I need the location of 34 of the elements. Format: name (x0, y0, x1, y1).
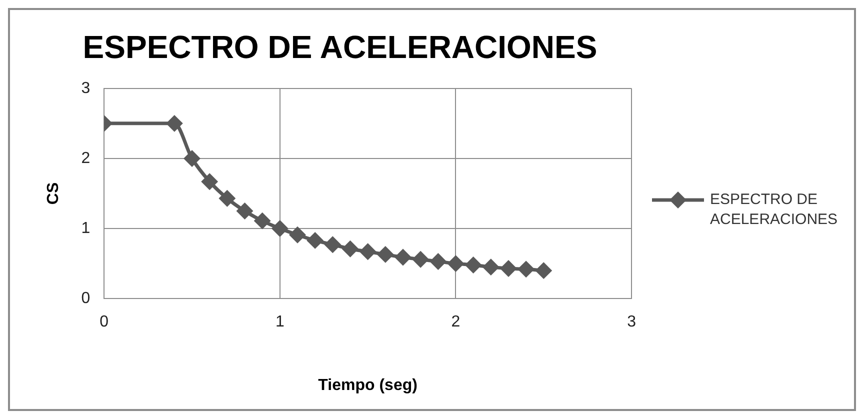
y-axis-title: CS (45, 182, 62, 205)
legend-label: ESPECTRO DE ACELERACIONES (710, 190, 839, 230)
point (254, 213, 270, 229)
point (290, 227, 306, 243)
y-tick-label: 0 (81, 290, 90, 308)
point (518, 261, 534, 277)
point (483, 259, 499, 275)
point (378, 246, 394, 262)
point (272, 220, 288, 236)
point (202, 174, 218, 190)
x-tick-label: 2 (451, 314, 460, 331)
y-tick-label: 1 (81, 220, 90, 237)
point (500, 260, 516, 276)
point (430, 254, 446, 270)
point (536, 262, 552, 278)
x-tick-label: 3 (627, 314, 636, 331)
point (324, 236, 340, 252)
point (342, 241, 358, 257)
chart-title: ESPECTRO DE ACELERACIONES (82, 29, 598, 66)
point (395, 250, 411, 266)
x-tick-label: 1 (275, 314, 284, 331)
point (412, 252, 428, 268)
point (184, 150, 200, 166)
x-tick-label: 0 (100, 314, 109, 331)
x-axis-title: Tiempo (seg) (318, 376, 418, 394)
point (360, 244, 376, 260)
point (219, 190, 235, 206)
point (166, 116, 182, 132)
point (307, 232, 323, 248)
point (237, 203, 253, 219)
point (448, 256, 464, 272)
y-tick-label: 2 (81, 150, 90, 167)
point (466, 257, 482, 273)
y-tick-label: 3 (81, 80, 90, 97)
